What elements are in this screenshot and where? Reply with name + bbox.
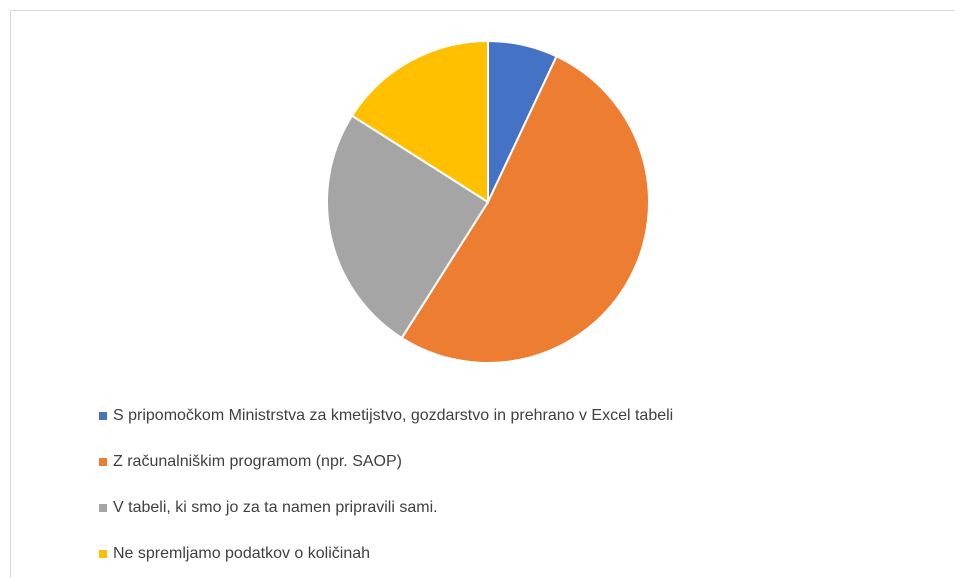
chart-frame [10,10,955,578]
pie-slice [326,114,490,340]
legend-label: V tabeli, ki smo jo za ta namen pripravi… [113,499,438,516]
legend-label: Ne spremljamo podatkov o količinah [113,545,370,562]
legend-swatch [99,412,107,420]
pie-slice [350,39,489,204]
legend-label: S pripomočkom Ministrstva za kmetijstvo,… [113,407,673,424]
legend-swatch [99,504,107,512]
legend-swatch [99,550,107,558]
legend-label: Z računalniškim programom (npr. SAOP) [113,453,402,470]
pie-slice [400,54,650,364]
legend-swatch [99,458,107,466]
